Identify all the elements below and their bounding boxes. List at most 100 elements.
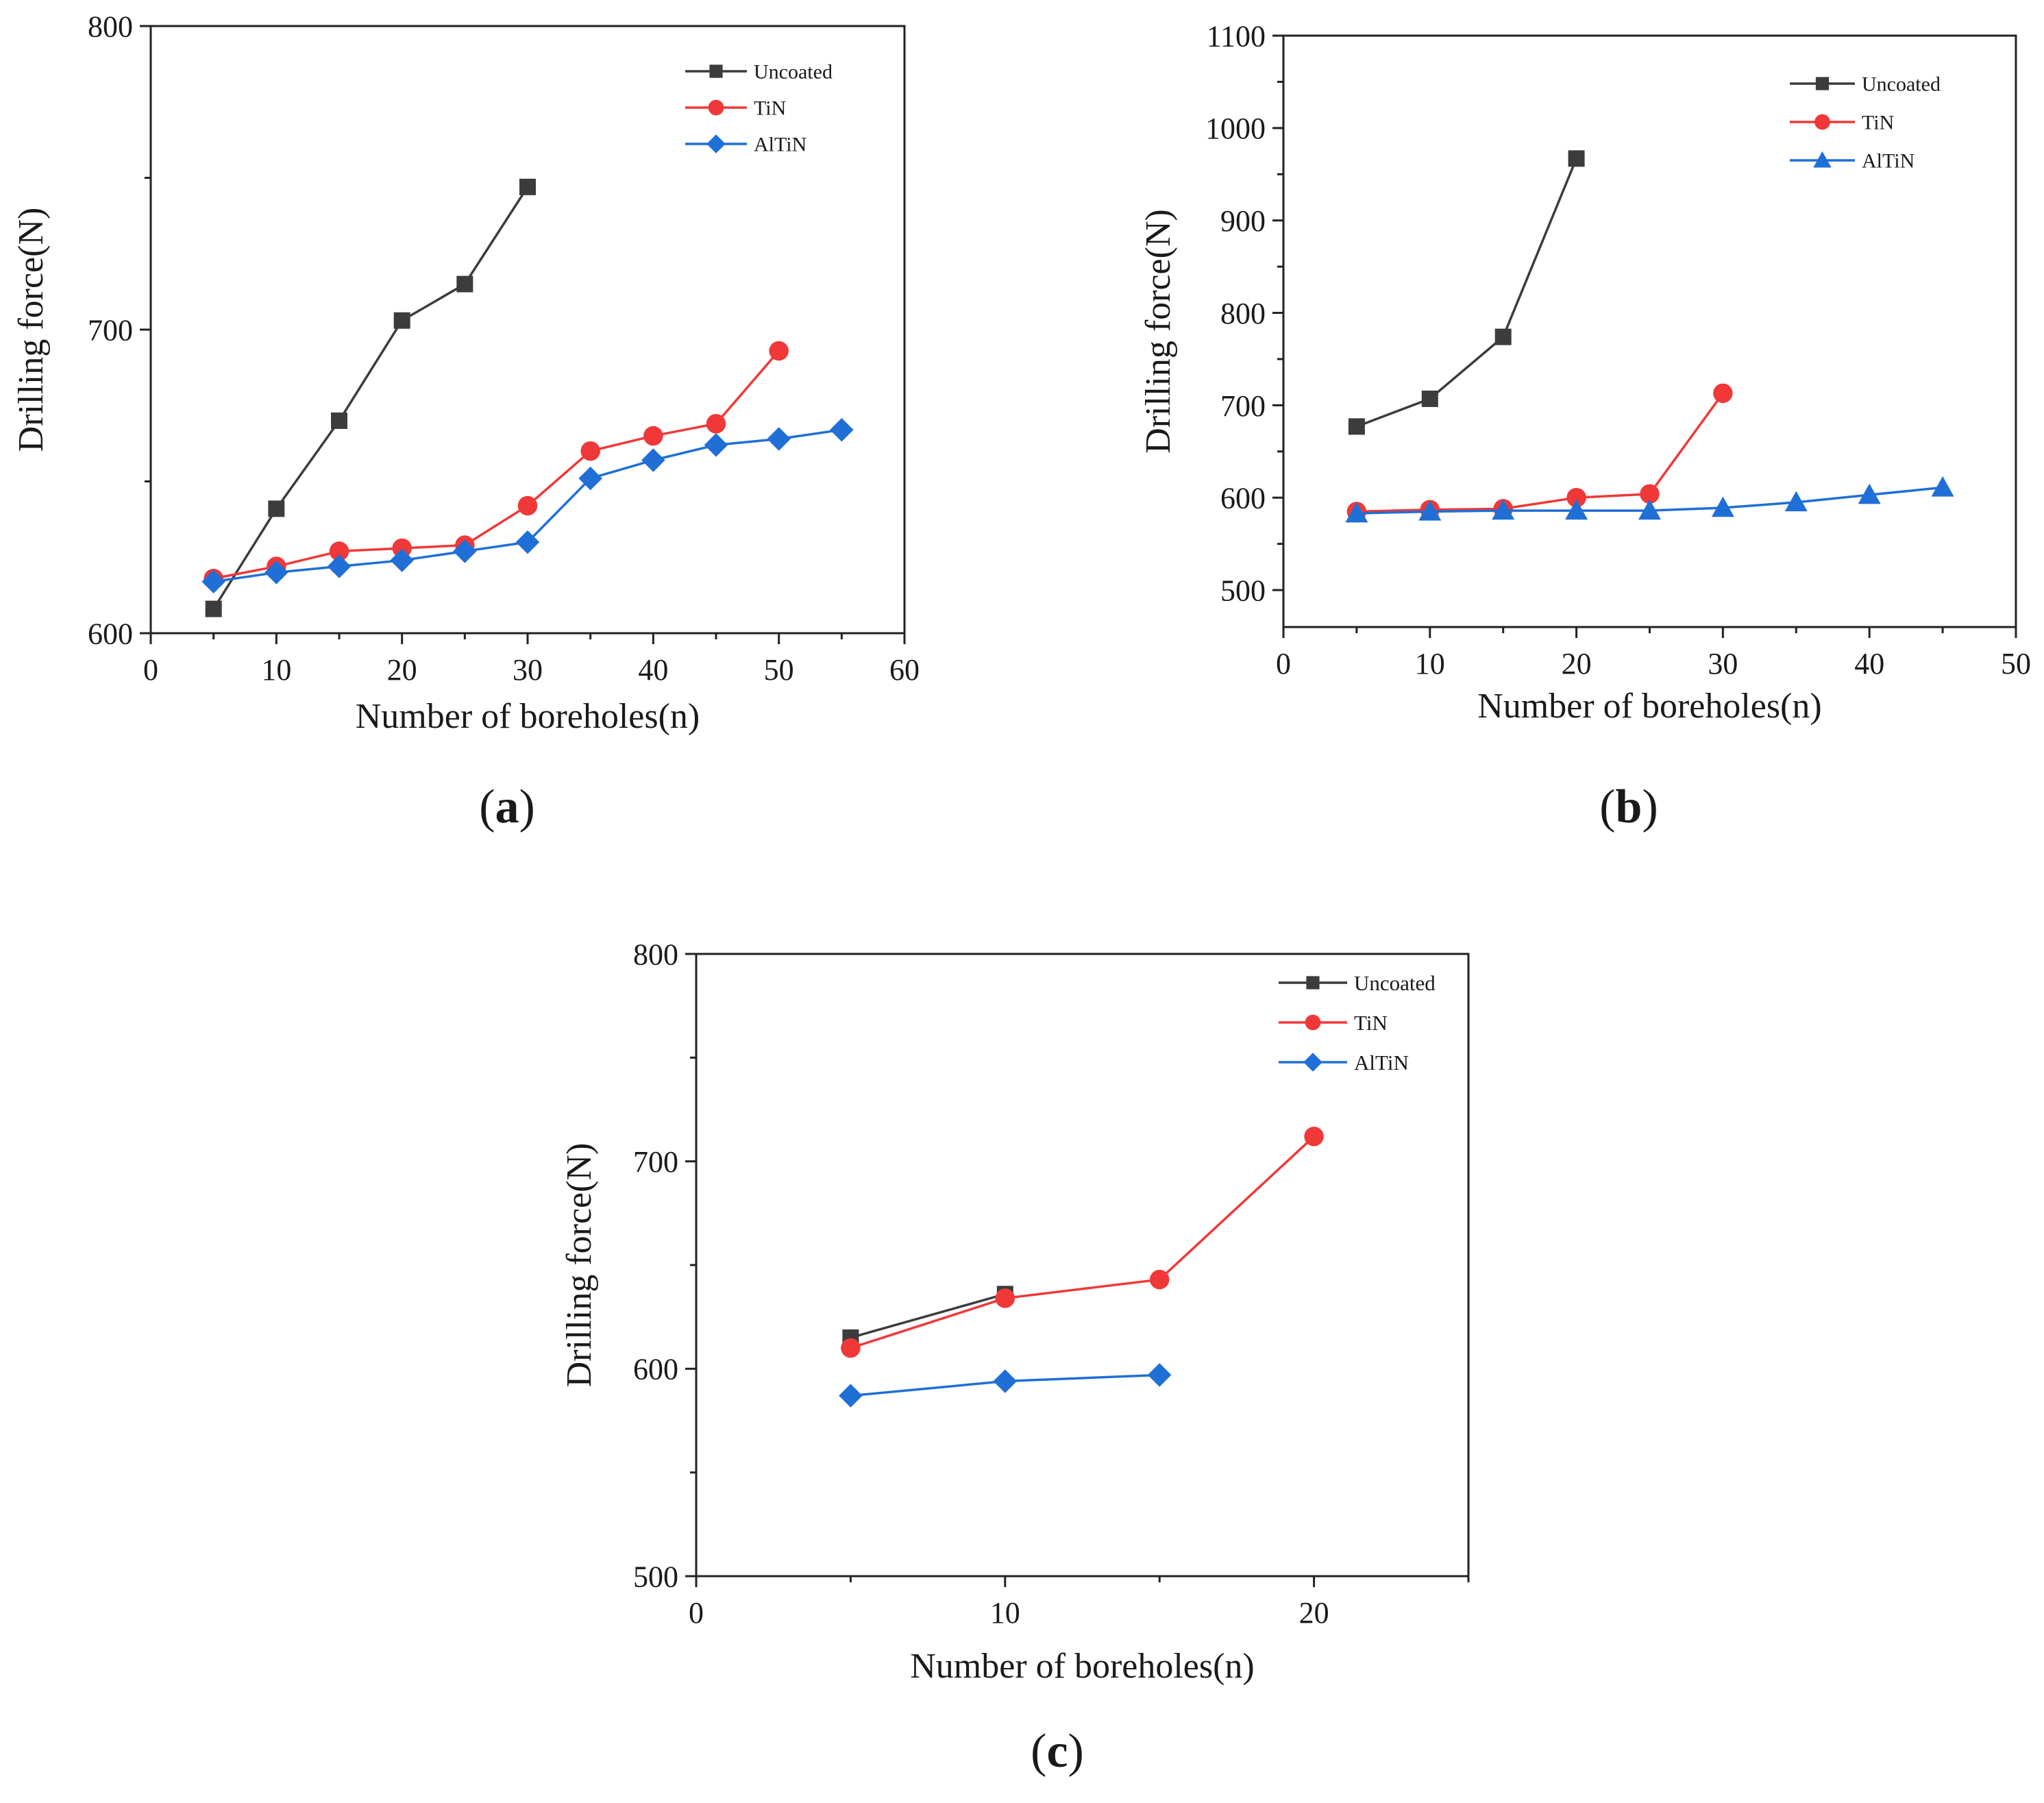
- data-point-altin: [641, 448, 665, 472]
- x-axis-title: Number of boreholes(n): [1477, 687, 1822, 726]
- y-tick-label: 600: [633, 1353, 678, 1386]
- series-line-tin: [1356, 392, 1724, 513]
- chart-panel-b: 0 10 20 30 40 50 500 600 700 800 900 1000 1100 Number…: [1139, 19, 2031, 833]
- legend-marker: [1815, 77, 1830, 90]
- data-point-tin: [517, 495, 538, 516]
- legend-item-altin: AlTiN: [1279, 1051, 1409, 1075]
- data-point-altin: [1492, 499, 1515, 520]
- legend-label: TiN: [1354, 1011, 1388, 1035]
- legend-label: TiN: [1862, 112, 1894, 134]
- legend-marker: [1305, 1014, 1321, 1031]
- x-tick-label: 10: [1415, 647, 1445, 680]
- legend-marker: [1814, 114, 1830, 130]
- series-line-uncoated: [850, 1292, 1006, 1339]
- data-point-altin: [767, 427, 791, 451]
- data-point-altin: [201, 569, 225, 593]
- legend-item-altin: AlTiN: [1790, 150, 1914, 173]
- data-point-altin: [1345, 502, 1368, 523]
- series-line-uncoated: [212, 186, 529, 610]
- data-point-tin: [329, 541, 349, 561]
- x-tick-label: 10: [990, 1596, 1020, 1630]
- y-tick-label: 800: [88, 10, 133, 43]
- data-point-tin: [769, 341, 789, 361]
- legend-label: AlTiN: [1862, 150, 1914, 173]
- data-point-altin: [327, 554, 352, 578]
- x-tick-label: 20: [387, 653, 417, 687]
- data-point-uncoated: [1568, 150, 1585, 167]
- x-tick-label: 30: [1708, 647, 1738, 680]
- series-tin: [204, 341, 789, 589]
- series-line-tin: [850, 1136, 1315, 1349]
- legend-marker: [709, 64, 723, 78]
- y-tick-label: 500: [1220, 574, 1266, 607]
- y-tick-label: 600: [88, 617, 133, 650]
- legend-item-tin: TiN: [1790, 112, 1894, 134]
- data-point-altin: [453, 539, 477, 563]
- y-axis-title: Drilling force(N): [560, 1143, 599, 1388]
- y-tick-label: 600: [1220, 482, 1266, 515]
- y-tick-label: 500: [633, 1560, 678, 1593]
- legend-item-tin: TiN: [1279, 1011, 1388, 1035]
- legend: Uncoated TiN AlTiN: [1790, 73, 1941, 173]
- data-point-altin: [1638, 499, 1661, 520]
- data-point-tin: [392, 538, 412, 559]
- series-line-tin: [213, 349, 780, 580]
- data-point-uncoated: [268, 500, 285, 517]
- legend-item-altin: AlTiN: [685, 134, 806, 156]
- data-point-altin: [1711, 496, 1734, 517]
- series-altin: [1345, 476, 1954, 523]
- data-point-altin: [1784, 491, 1808, 512]
- x-tick-label: 40: [638, 653, 668, 687]
- chart-panel-c: 0 10 20 500 600 700 800 Number of boreholes(n) D…: [560, 937, 1470, 1778]
- legend-label: Uncoated: [1354, 971, 1436, 995]
- panel-label: (a): [479, 781, 535, 833]
- x-axis-title: Number of boreholes(n): [910, 1647, 1255, 1686]
- data-point-uncoated: [456, 275, 473, 293]
- x-tick-label: 20: [1562, 647, 1592, 680]
- chart-panel-a: 0 10 20 30 40 50 60 600 700 800 Number of borehole…: [12, 10, 920, 833]
- x-tick-label: 0: [689, 1596, 704, 1630]
- x-tick-label: 10: [261, 653, 291, 687]
- legend-item-uncoated: Uncoated: [685, 61, 833, 84]
- x-tick-label: 50: [764, 653, 794, 687]
- data-point-altin: [515, 530, 540, 554]
- data-point-altin: [1858, 483, 1881, 504]
- series-tin: [1346, 383, 1733, 522]
- x-tick-label: 0: [1276, 647, 1291, 680]
- series-uncoated: [205, 178, 536, 617]
- data-point-altin: [993, 1369, 1018, 1393]
- x-tick-label: 0: [143, 653, 158, 687]
- data-point-uncoated: [1421, 390, 1438, 407]
- legend-marker: [1813, 151, 1832, 168]
- legend-label: AlTiN: [754, 134, 806, 156]
- legend-marker: [1303, 1053, 1322, 1072]
- data-point-uncoated: [1348, 418, 1365, 435]
- series-altin: [839, 1363, 1172, 1408]
- series-tin: [841, 1127, 1324, 1358]
- series-uncoated: [842, 1286, 1013, 1346]
- legend-item-uncoated: Uncoated: [1279, 971, 1436, 995]
- panel-letter: c: [1046, 1725, 1068, 1778]
- panel-letter: a: [495, 781, 519, 833]
- data-point-altin: [264, 561, 288, 585]
- series-altin: [201, 417, 854, 593]
- y-tick-label: 700: [88, 313, 133, 347]
- panel-letter: b: [1616, 781, 1642, 833]
- data-point-altin: [1418, 500, 1442, 521]
- data-point-altin: [1565, 499, 1588, 520]
- x-tick-label: 50: [2001, 647, 2031, 680]
- data-point-altin: [578, 466, 602, 491]
- y-tick-label: 800: [633, 937, 678, 971]
- data-point-altin: [704, 433, 728, 457]
- y-tick-label: 1100: [1207, 19, 1266, 53]
- x-axis-title: Number of boreholes(n): [356, 697, 700, 736]
- data-point-altin: [839, 1384, 863, 1408]
- y-tick-label: 700: [1220, 389, 1266, 423]
- data-point-uncoated: [519, 178, 536, 195]
- legend: Uncoated TiN AlTiN: [1279, 971, 1436, 1075]
- data-point-altin: [830, 417, 854, 442]
- data-point-tin: [1640, 484, 1660, 504]
- data-point-uncoated: [1494, 328, 1512, 345]
- data-point-tin: [841, 1338, 861, 1358]
- data-point-altin: [390, 548, 414, 572]
